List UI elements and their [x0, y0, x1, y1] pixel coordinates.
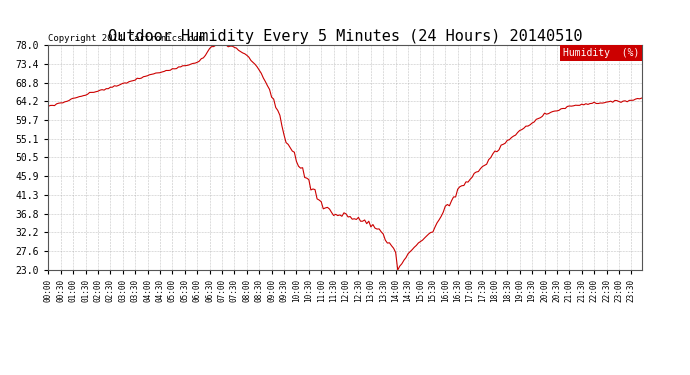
Text: Humidity  (%): Humidity (%): [562, 48, 639, 58]
Text: Copyright 2014 Cartronics.com: Copyright 2014 Cartronics.com: [48, 34, 204, 43]
Title: Outdoor Humidity Every 5 Minutes (24 Hours) 20140510: Outdoor Humidity Every 5 Minutes (24 Hou…: [108, 29, 582, 44]
